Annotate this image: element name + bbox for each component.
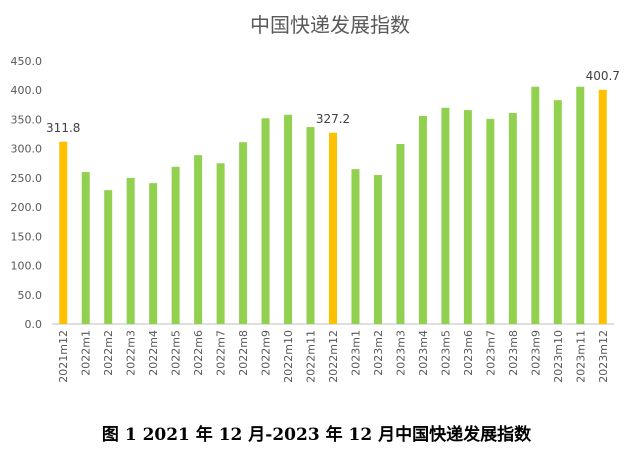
bar xyxy=(463,110,472,325)
x-tick-label: 2022m12 xyxy=(327,330,340,383)
x-tick-label: 2023m8 xyxy=(507,330,520,376)
x-tick-label: 2022m2 xyxy=(102,330,115,376)
bar xyxy=(486,118,495,324)
data-label: 311.8 xyxy=(46,121,80,135)
x-tick-label: 2022m9 xyxy=(260,330,273,376)
figure-caption: 图 1 2021 年 12 月-2023 年 12 月中国快递发展指数 xyxy=(101,425,532,445)
x-tick-label: 2023m10 xyxy=(552,330,565,383)
bar xyxy=(216,163,225,324)
bar xyxy=(81,172,90,324)
x-tick-label: 2023m2 xyxy=(372,330,385,376)
y-tick-label: 250.0 xyxy=(11,172,43,185)
bar xyxy=(373,174,382,324)
bar xyxy=(126,177,135,324)
x-tick-label: 2022m1 xyxy=(80,330,93,376)
x-tick-label: 2022m6 xyxy=(192,330,205,376)
bar xyxy=(396,143,405,324)
bar xyxy=(194,155,203,324)
bar xyxy=(553,100,562,324)
y-tick-label: 50.0 xyxy=(18,289,43,302)
bar xyxy=(239,142,248,324)
data-label: 327.2 xyxy=(316,112,350,126)
y-tick-label: 450.0 xyxy=(11,55,43,68)
x-tick-label: 2023m11 xyxy=(574,330,587,383)
x-tick-label: 2021m12 xyxy=(57,330,70,383)
x-tick-label: 2022m3 xyxy=(125,330,138,376)
bar xyxy=(306,127,315,324)
bar xyxy=(598,89,607,324)
bar xyxy=(351,169,360,324)
x-tick-label: 2022m5 xyxy=(170,330,183,376)
chart-title: 中国快递发展指数 xyxy=(250,13,410,37)
data-label: 400.7 xyxy=(586,69,620,83)
x-tick-label: 2022m10 xyxy=(282,330,295,383)
y-tick-label: 350.0 xyxy=(11,113,43,126)
x-tick-label: 2022m7 xyxy=(215,330,228,376)
y-tick-label: 100.0 xyxy=(11,260,43,273)
x-tick-label: 2023m9 xyxy=(529,330,542,376)
bar xyxy=(441,107,450,324)
y-tick-label: 400.0 xyxy=(11,84,43,97)
bar xyxy=(531,86,540,325)
y-tick-label: 0.0 xyxy=(25,318,43,331)
y-tick-label: 300.0 xyxy=(11,143,43,156)
x-tick-label: 2022m11 xyxy=(305,330,318,383)
bar xyxy=(149,183,158,324)
x-tick-label: 2023m1 xyxy=(349,330,362,376)
bar xyxy=(59,141,68,324)
bar xyxy=(284,114,293,324)
bar-chart: 中国快递发展指数 0.0 50.0 100.0 150.0 200.0 250.0 300.… xyxy=(11,13,620,383)
bar xyxy=(104,190,113,324)
x-tick-label: 2023m6 xyxy=(462,330,475,376)
x-tick-label: 2022m8 xyxy=(237,330,250,376)
y-tick-label: 150.0 xyxy=(11,230,43,243)
x-tick-label: 2023m5 xyxy=(439,330,452,376)
x-tick-label: 2023m7 xyxy=(484,330,497,376)
bar xyxy=(171,166,180,324)
bar xyxy=(576,86,585,325)
bar xyxy=(508,113,517,324)
x-tick-label: 2023m3 xyxy=(394,330,407,376)
x-tick-label: 2022m4 xyxy=(147,330,160,376)
bar xyxy=(418,115,427,324)
x-tick-label: 2023m4 xyxy=(417,330,430,376)
y-tick-label: 200.0 xyxy=(11,201,43,214)
x-tick-label: 2023m12 xyxy=(597,330,610,383)
bar xyxy=(329,132,337,324)
bar xyxy=(261,118,270,324)
